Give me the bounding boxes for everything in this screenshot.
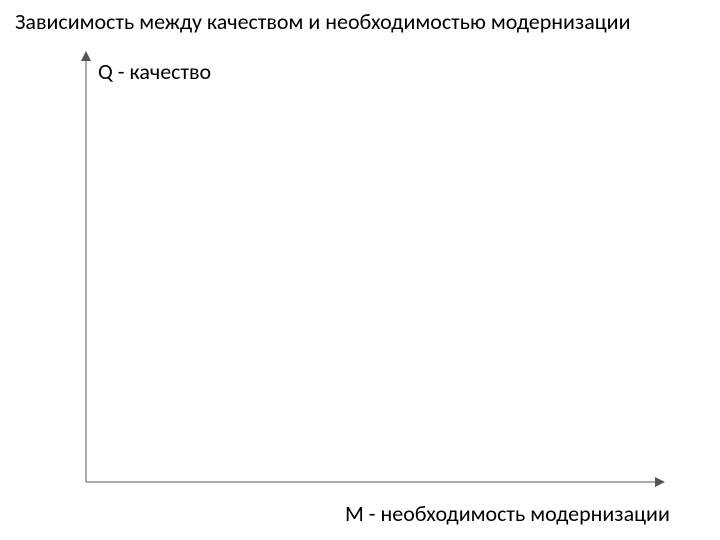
x-axis-label: M - необходимость модернизации xyxy=(345,500,670,527)
chart-axes-container xyxy=(80,50,690,490)
chart-title: Зависимость между качеством и необходимо… xyxy=(15,8,630,35)
chart-svg xyxy=(80,50,690,490)
